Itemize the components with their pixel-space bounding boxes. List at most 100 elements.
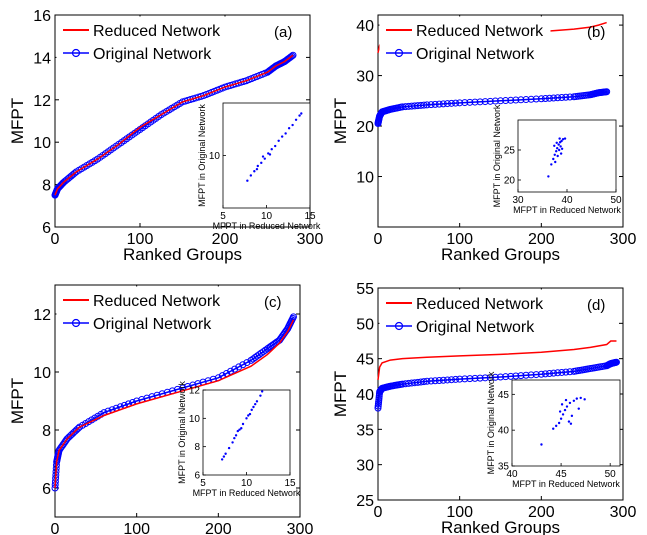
series-original-marker — [289, 51, 297, 59]
series-original-marker — [420, 101, 428, 109]
x-tick-label: 100 — [446, 231, 473, 248]
inset-point — [547, 175, 550, 178]
series-original-marker — [431, 100, 439, 108]
series-reduced-line — [54, 54, 294, 196]
series-original-marker — [541, 370, 549, 378]
inset-x-tick-label: 45 — [556, 469, 568, 480]
series-original-marker — [452, 375, 460, 383]
inset-y-tick-label: 12 — [189, 386, 201, 397]
inset-y-tick-label: 10 — [189, 414, 201, 425]
x-tick-label: 0 — [374, 504, 383, 521]
y-axis-label: MFPT — [8, 378, 27, 424]
inset-y-axis-label: MFPT in Original Network — [492, 104, 502, 207]
x-axis-label: Ranked Groups — [441, 518, 560, 535]
series-original-marker — [456, 99, 464, 107]
series-original-marker — [497, 373, 504, 381]
inset-point — [563, 408, 567, 412]
series-reduced-line — [54, 319, 295, 489]
inset-point — [557, 421, 561, 425]
series-original-marker — [558, 368, 566, 376]
series-original-marker — [448, 376, 455, 384]
series-original-marker — [466, 375, 474, 383]
series-original-marker — [546, 94, 553, 102]
inset-point — [553, 144, 556, 147]
inset-point — [563, 137, 567, 140]
series-original-marker — [243, 359, 251, 367]
legend: Reduced Network Original Network — [56, 16, 236, 68]
series-original-marker — [603, 88, 611, 96]
inset-point — [284, 132, 287, 135]
y-tick-label: 8 — [42, 178, 51, 195]
y-tick-label: 10 — [356, 170, 374, 187]
inset-point — [277, 139, 280, 142]
y-axis-label: MFPT — [331, 371, 350, 417]
series-original-marker — [522, 371, 530, 379]
legend: Reduced Network Original Network — [56, 286, 240, 338]
x-axis-label: Ranked Groups — [441, 245, 560, 264]
legend-original-label: Original Network — [93, 316, 212, 333]
series-original-marker — [423, 377, 431, 385]
panel-label: (d) — [587, 297, 605, 314]
inset-point — [263, 157, 266, 160]
inset-point — [280, 135, 284, 138]
series-original-marker — [507, 372, 515, 380]
inset-point — [259, 394, 262, 397]
inset-point — [245, 417, 248, 420]
inset-point — [568, 401, 572, 405]
inset-point — [558, 410, 562, 413]
series-original-marker — [456, 375, 464, 383]
inset-y-tick-label: 20 — [504, 176, 516, 187]
legend-original-marker — [71, 48, 81, 58]
y-tick-label: 45 — [356, 352, 374, 369]
series-original-marker — [59, 179, 67, 187]
inset-point — [233, 436, 236, 440]
series-original-marker — [554, 94, 562, 102]
series-original-marker — [420, 378, 428, 386]
inset-point — [240, 427, 243, 430]
x-tick-label: 300 — [287, 521, 314, 535]
inset-frame — [222, 102, 311, 209]
inset-point — [261, 155, 265, 158]
inset-point — [268, 153, 272, 156]
inset-point — [555, 141, 558, 144]
inset-point — [270, 148, 273, 151]
x-tick-label: 0 — [374, 231, 383, 248]
panel-label: (b) — [587, 24, 605, 41]
inset-point — [246, 179, 249, 182]
inset-point — [583, 398, 586, 401]
x-tick-label: 100 — [446, 504, 473, 521]
x-tick-label: 0 — [51, 521, 60, 535]
y-axis-label: MFPT — [8, 98, 27, 144]
series-original-marker — [517, 96, 525, 104]
inset-point — [564, 398, 568, 402]
legend-original-marker — [394, 48, 404, 58]
series-original-marker — [461, 99, 469, 107]
inset-point — [241, 422, 245, 426]
inset-point — [572, 399, 576, 402]
series-original-marker — [537, 370, 545, 378]
inset-y-tick-label: 8 — [194, 442, 200, 453]
y-tick-label: 16 — [33, 8, 51, 25]
series-original-marker — [435, 376, 443, 384]
y-tick-label: 6 — [42, 481, 51, 498]
y-tick-label: 10 — [33, 365, 51, 382]
inset-x-tick-label: 50 — [605, 469, 617, 480]
series-original-marker — [512, 96, 520, 104]
series-original-marker — [502, 97, 510, 105]
series-original-marker — [439, 100, 447, 108]
series-original-marker — [532, 371, 540, 379]
inset-x-tick-label: 10 — [261, 211, 273, 222]
inset-y-axis-label: MFPT in Original Network — [486, 371, 496, 474]
inset-point — [255, 400, 259, 403]
y-tick-label: 30 — [356, 458, 374, 475]
x-tick-label: 0 — [51, 231, 60, 248]
x-tick-label: 300 — [297, 231, 324, 248]
inset-x-tick-label: 5 — [200, 478, 206, 489]
inset-x-axis-label: MFPT in Reduced Network — [512, 479, 620, 489]
y-tick-label: 40 — [356, 387, 374, 404]
series-original-marker — [481, 374, 489, 382]
series-original-marker — [507, 96, 515, 104]
inset-point — [559, 152, 563, 155]
